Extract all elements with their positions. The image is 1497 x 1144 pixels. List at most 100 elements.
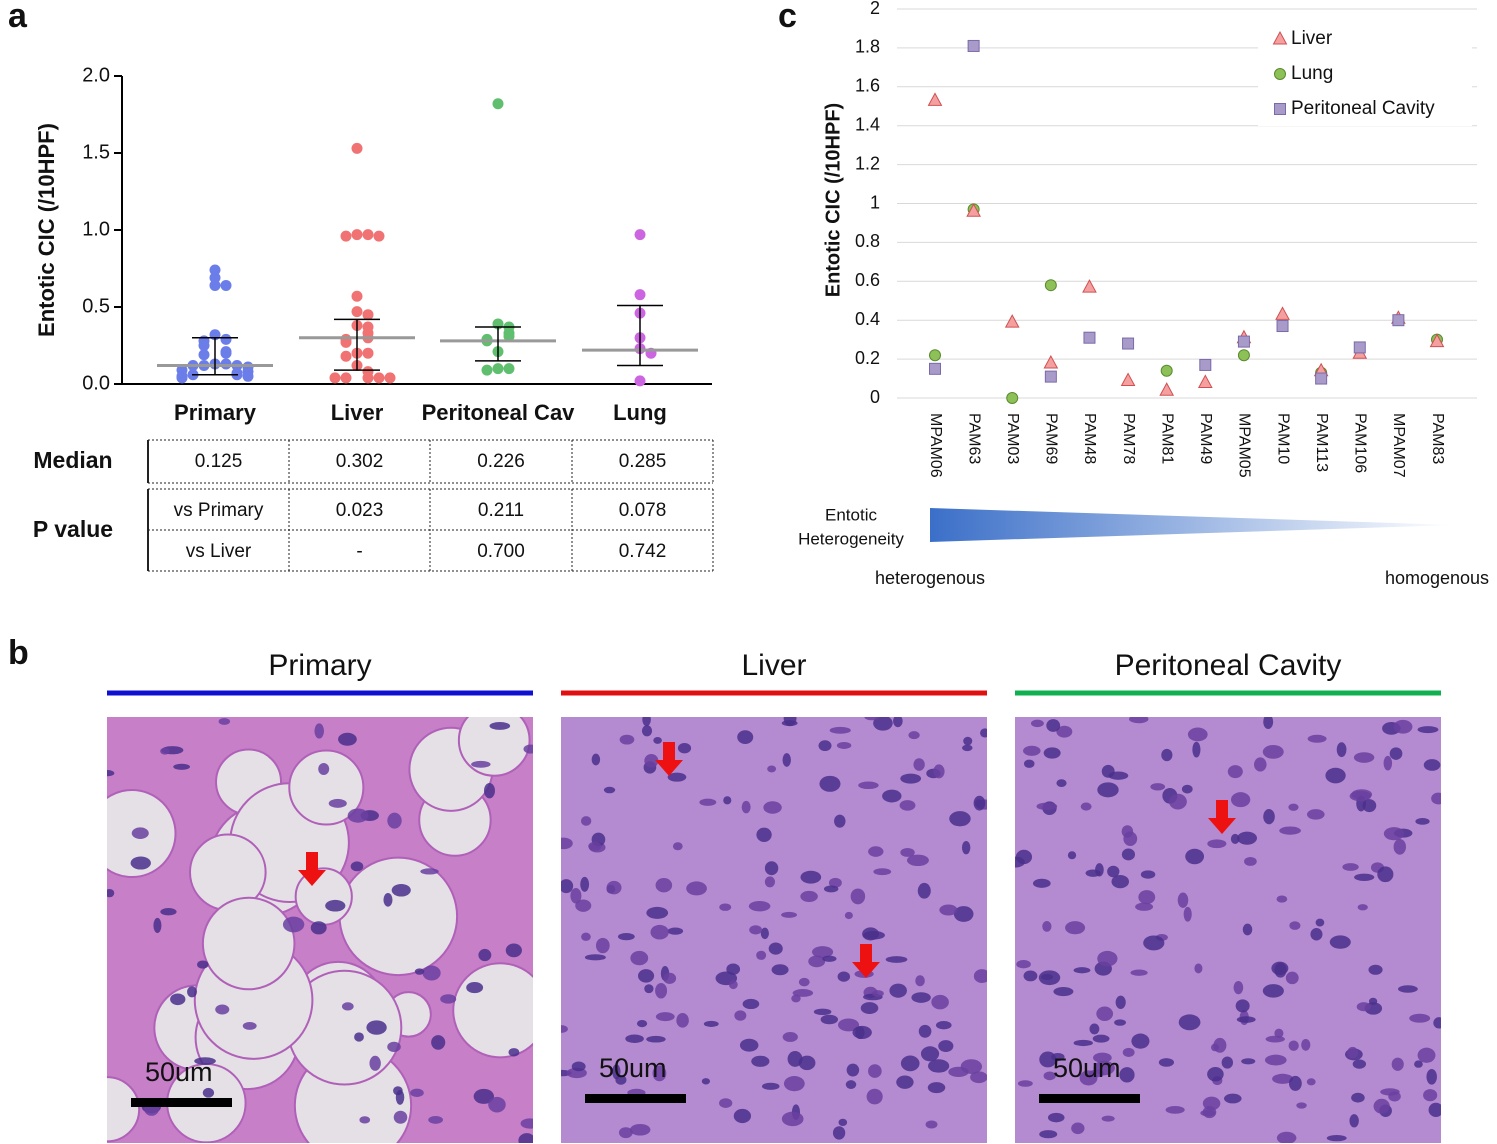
nucleus bbox=[726, 963, 741, 975]
nucleus bbox=[834, 814, 846, 828]
nucleus bbox=[1065, 921, 1086, 935]
y-tick-label: 2 bbox=[870, 0, 880, 18]
fat-vacuole bbox=[201, 896, 296, 991]
nucleus bbox=[1131, 1033, 1150, 1049]
nucleus bbox=[781, 1111, 804, 1127]
nucleus bbox=[387, 812, 402, 829]
y-tick-label: 1.8 bbox=[855, 37, 880, 57]
marker-square bbox=[929, 362, 941, 375]
nucleus bbox=[734, 1010, 747, 1021]
nucleus bbox=[953, 906, 974, 922]
nucleus bbox=[1235, 999, 1250, 1013]
tissue-bg bbox=[561, 717, 987, 1143]
nucleus bbox=[354, 1032, 364, 1042]
nucleus bbox=[130, 856, 151, 870]
y-tick-label: 0.2 bbox=[855, 348, 880, 368]
nucleus bbox=[1272, 1073, 1294, 1084]
nucleus bbox=[948, 1066, 969, 1077]
nucleus bbox=[170, 993, 186, 1006]
nucleus bbox=[1140, 870, 1156, 879]
nucleus bbox=[1085, 869, 1101, 877]
nucleus bbox=[1143, 935, 1165, 951]
nucleus bbox=[858, 781, 879, 790]
red-arrow bbox=[852, 944, 880, 978]
x-tick-label: MPAM06 bbox=[927, 413, 944, 478]
marker-square bbox=[1353, 341, 1366, 354]
marker-square bbox=[1315, 372, 1328, 385]
table-cell: vs Liver bbox=[186, 541, 252, 562]
nucleus bbox=[1111, 874, 1129, 889]
nucleus bbox=[1046, 719, 1061, 732]
nucleus bbox=[938, 1040, 954, 1052]
nucleus bbox=[1202, 1105, 1217, 1119]
tissue: 50um bbox=[107, 717, 533, 1143]
nucleus bbox=[1279, 826, 1301, 835]
marker-square bbox=[1083, 331, 1096, 344]
red-arrow bbox=[1208, 800, 1236, 834]
y-tick-label: 1.4 bbox=[855, 114, 880, 134]
nucleus bbox=[1233, 980, 1244, 995]
nucleus bbox=[1097, 950, 1118, 967]
nucleus bbox=[873, 868, 892, 876]
nucleus bbox=[791, 994, 801, 1003]
nucleus bbox=[655, 877, 673, 893]
nucleus bbox=[197, 960, 209, 969]
nucleus bbox=[677, 743, 692, 754]
nucleus bbox=[1423, 759, 1441, 771]
nucleus bbox=[1409, 1013, 1431, 1023]
nucleus bbox=[980, 728, 987, 738]
nucleus bbox=[915, 975, 925, 987]
nucleus bbox=[756, 827, 772, 842]
nucleus bbox=[584, 954, 606, 961]
nucleus bbox=[338, 732, 357, 746]
nucleus bbox=[160, 908, 177, 916]
nucleus bbox=[872, 990, 884, 997]
nucleus bbox=[440, 994, 457, 1004]
x-tick-label: Primary bbox=[174, 400, 257, 425]
nucleus bbox=[310, 921, 327, 935]
nucleus bbox=[917, 882, 931, 899]
legend-label: Liver bbox=[1291, 28, 1333, 49]
nucleus bbox=[341, 1002, 354, 1011]
nucleus bbox=[575, 899, 592, 912]
x-tick-label: PAM81 bbox=[1158, 413, 1175, 464]
nucleus bbox=[1349, 1114, 1359, 1128]
nucleus bbox=[1362, 799, 1377, 813]
nucleus bbox=[215, 1004, 230, 1015]
fat-vacuole bbox=[452, 962, 533, 1059]
nucleus bbox=[655, 983, 668, 999]
nucleus bbox=[431, 1035, 446, 1050]
histology-image: 50um bbox=[1015, 717, 1441, 1143]
nucleus bbox=[1097, 782, 1119, 798]
nucleus bbox=[1391, 1057, 1404, 1071]
nucleus bbox=[1122, 1047, 1135, 1058]
nucleus bbox=[1089, 1023, 1100, 1035]
nucleus bbox=[1047, 1112, 1065, 1123]
nucleus bbox=[893, 717, 903, 728]
nucleus bbox=[488, 1096, 506, 1113]
nucleus bbox=[837, 971, 851, 982]
nucleus bbox=[1168, 793, 1187, 810]
nucleus bbox=[1397, 985, 1418, 993]
marker-triangle bbox=[1197, 374, 1213, 388]
nucleus bbox=[606, 880, 622, 895]
y-tick-label: 1 bbox=[870, 192, 880, 212]
nucleus bbox=[939, 904, 958, 916]
nucleus bbox=[642, 717, 651, 727]
nucleus bbox=[1426, 1068, 1437, 1085]
table-cell: 0.023 bbox=[336, 500, 384, 521]
marker-square bbox=[1122, 337, 1135, 350]
nucleus bbox=[1393, 719, 1413, 734]
marker-circle bbox=[1044, 279, 1057, 292]
nucleus bbox=[925, 1120, 938, 1129]
nucleus bbox=[800, 890, 818, 902]
nucleus bbox=[911, 992, 931, 1003]
nucleus bbox=[466, 981, 484, 994]
nucleus bbox=[906, 854, 929, 867]
marker-square bbox=[967, 39, 980, 52]
panel-label: a bbox=[8, 0, 28, 35]
nucleus bbox=[366, 1020, 387, 1035]
x-tick-label: PAM69 bbox=[1043, 413, 1060, 464]
nucleus bbox=[733, 1108, 752, 1124]
